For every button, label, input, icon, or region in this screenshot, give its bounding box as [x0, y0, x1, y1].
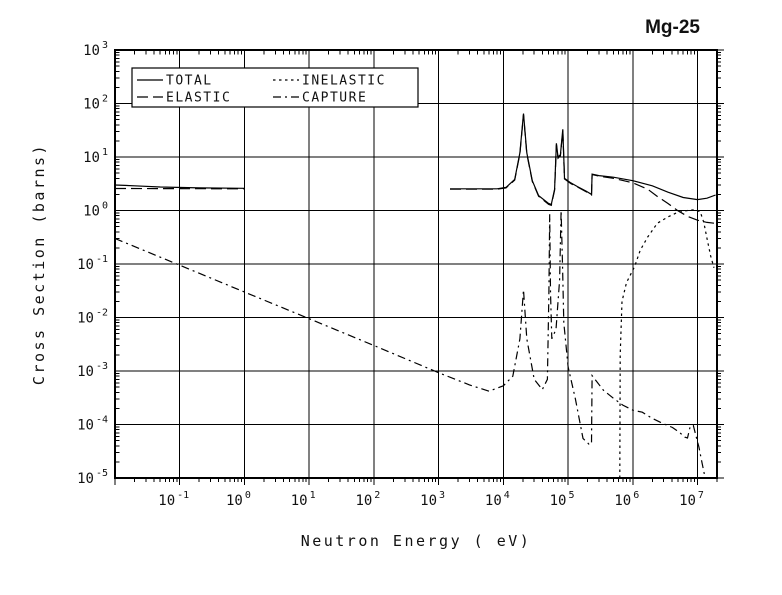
- chart-title: Mg-25: [645, 17, 700, 38]
- y-tick-label: 10-4: [77, 415, 108, 434]
- y-tick-label: 10-3: [77, 361, 108, 380]
- x-tick-label: 10-1: [158, 490, 189, 509]
- x-axis-title: Neutron Energy ( eV): [301, 532, 532, 550]
- series-capture-line: [115, 211, 705, 477]
- legend-label-elastic: ELASTIC: [166, 91, 231, 106]
- y-tick-label: 10-2: [77, 308, 108, 327]
- legend-label-inelastic: INELASTIC: [302, 74, 386, 89]
- series-inelastic-line: [620, 210, 714, 478]
- series-elastic-line: [450, 115, 714, 224]
- y-tick-label: 10-1: [77, 254, 108, 273]
- series-total-line: [450, 114, 716, 205]
- legend-label-total: TOTAL: [166, 74, 213, 89]
- legend-label-capture: CAPTURE: [302, 91, 367, 106]
- y-tick-label: 10-5: [77, 468, 108, 487]
- y-axis-title: Cross Section (barns): [30, 143, 48, 385]
